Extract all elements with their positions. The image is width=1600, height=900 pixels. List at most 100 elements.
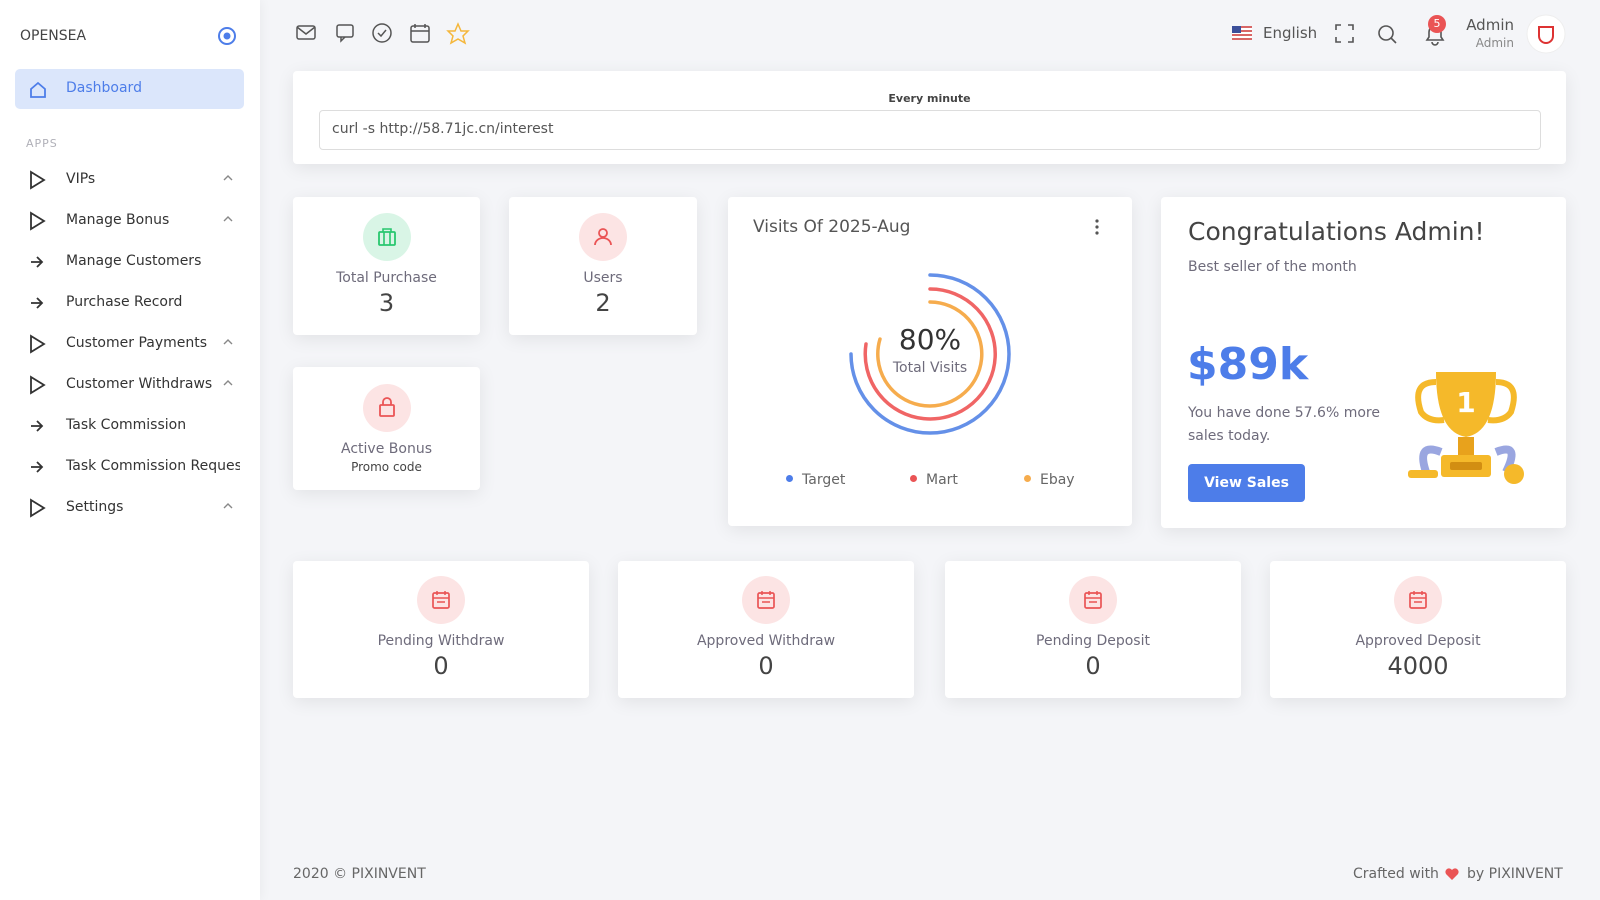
finance-icon: [742, 576, 790, 624]
nav-label: Customer Payments: [66, 335, 208, 351]
sidebar: OPENSEA Dashboard APPS VIPs Manage Bonus M…: [0, 0, 260, 900]
nav-item[interactable]: Task Commission: [28, 413, 240, 439]
visits-percent: 80%: [898, 323, 962, 356]
chevron: [223, 380, 233, 386]
finance-card: Approved Withdraw 0: [618, 561, 914, 698]
finance-card: Pending Withdraw 0: [293, 561, 589, 698]
legend-item: Ebay: [1024, 472, 1075, 488]
stat-label: Total Purchase: [336, 270, 437, 286]
legend-label: Target: [802, 472, 846, 488]
topbar: English 5 Admin Admin: [260, 0, 1600, 66]
finance-card: Pending Deposit 0: [945, 561, 1241, 698]
shortcut-icons[interactable]: [295, 22, 485, 46]
promo-link[interactable]: Promo code: [351, 460, 422, 474]
user-role: Admin: [1475, 36, 1514, 50]
nav-icon: [31, 461, 44, 473]
section-label: APPS: [26, 137, 58, 150]
congrats-title: Congratulations Admin!: [1188, 217, 1485, 246]
language[interactable]: English: [1263, 24, 1318, 42]
avatar[interactable]: [1526, 14, 1566, 54]
nav-label: Purchase Record: [66, 294, 183, 310]
finance-label: Pending Deposit: [1036, 633, 1150, 649]
bonus-card: Active Bonus Promo code: [293, 367, 480, 490]
visits-title: Visits Of 2025-Aug: [753, 217, 911, 237]
finance-label: Approved Deposit: [1355, 633, 1481, 649]
legend-item: Mart: [910, 472, 958, 488]
stat-card: Total Purchase 3: [293, 197, 480, 335]
nav-icon: [30, 334, 46, 354]
nav-item[interactable]: Manage Customers: [28, 249, 240, 275]
nav-label: Manage Customers: [66, 253, 202, 269]
finance-label: Approved Withdraw: [696, 633, 836, 649]
cron-label: Every minute: [888, 92, 971, 105]
finance-value: 0: [758, 652, 774, 680]
nav-item[interactable]: Task Commission Requests: [28, 454, 240, 480]
stat-icon: [579, 213, 627, 261]
legend-dot: [1024, 475, 1031, 482]
nav-item[interactable]: Customer Withdraws: [28, 372, 240, 398]
congrats-card: Congratulations Admin! Best seller of th…: [1161, 197, 1566, 528]
finance-label: Pending Withdraw: [377, 633, 505, 649]
visits-rings: [849, 273, 1011, 435]
chevron: [223, 503, 233, 509]
svg-text:1: 1: [1456, 386, 1475, 419]
stat-value: 3: [378, 289, 395, 317]
legend-dot: [910, 475, 917, 482]
nav-icon: [30, 211, 46, 231]
congrats-subtitle: Best seller of the month: [1188, 259, 1357, 275]
nav-icon: [30, 498, 46, 518]
flag-icon: [1232, 26, 1252, 40]
footer-copyright: 2020 © PIXINVENT: [293, 866, 426, 882]
stat-value: 2: [595, 289, 611, 317]
nav-item[interactable]: Manage Bonus: [28, 208, 240, 234]
cron-command[interactable]: curl -s http://58.71jc.cn/interest: [319, 110, 1541, 150]
user-name: Admin: [1466, 16, 1514, 34]
toggle-icon[interactable]: [217, 26, 237, 46]
legend-dot: [786, 475, 793, 482]
nav-label: Customer Withdraws: [66, 376, 213, 392]
legend-item: Target: [786, 472, 845, 488]
brand: OPENSEA: [20, 28, 87, 44]
chevron: [223, 216, 233, 222]
view-sales-button[interactable]: View Sales: [1188, 464, 1305, 502]
nav-icon: [31, 297, 44, 309]
heart-icon: [1445, 868, 1459, 880]
chevron: [223, 175, 233, 181]
nav-item[interactable]: Settings: [28, 495, 240, 521]
nav-item[interactable]: VIPs: [28, 167, 240, 193]
nav-item[interactable]: Purchase Record: [28, 290, 240, 316]
bonus-label: Active Bonus: [341, 441, 432, 457]
finance-card: Approved Deposit 4000: [1270, 561, 1566, 698]
finance-icon: [1069, 576, 1117, 624]
finance-value: 0: [1085, 652, 1101, 680]
bonus-icon: [362, 384, 411, 432]
nav-item[interactable]: Customer Payments: [28, 331, 240, 357]
finance-icon: [417, 576, 465, 624]
legend-label: Ebay: [1040, 472, 1075, 488]
footer-by: by PIXINVENT: [1467, 866, 1563, 882]
nav-icon: [30, 170, 46, 190]
finance-icon: [1394, 576, 1442, 624]
trophy-image: 1: [1408, 372, 1524, 484]
nav-icon: [31, 420, 44, 432]
nav-icon: [30, 375, 46, 395]
nav-dashboard[interactable]: Dashboard: [15, 69, 244, 109]
chevron: [223, 339, 233, 345]
nav-label: VIPs: [66, 171, 96, 187]
nav-label: Settings: [66, 499, 124, 515]
tool-icons[interactable]: [1335, 24, 1455, 46]
stat-icon: [362, 213, 411, 261]
nav-label: Manage Bonus: [66, 212, 170, 228]
stat-card: Users 2: [509, 197, 697, 335]
nav-label: Dashboard: [66, 80, 142, 96]
menu-icon[interactable]: [1094, 219, 1100, 235]
nav-icon: [31, 256, 44, 268]
nav-label: Task Commission: [66, 417, 187, 433]
notification-badge: 5: [1428, 15, 1446, 33]
visits-caption: Total Visits: [892, 360, 968, 376]
stat-label: Users: [583, 270, 623, 286]
finance-value: 4000: [1387, 652, 1449, 680]
congrats-amount: $89k: [1187, 339, 1309, 390]
visits-card: Visits Of 2025-Aug 80% Total Visits Targ…: [728, 197, 1132, 526]
